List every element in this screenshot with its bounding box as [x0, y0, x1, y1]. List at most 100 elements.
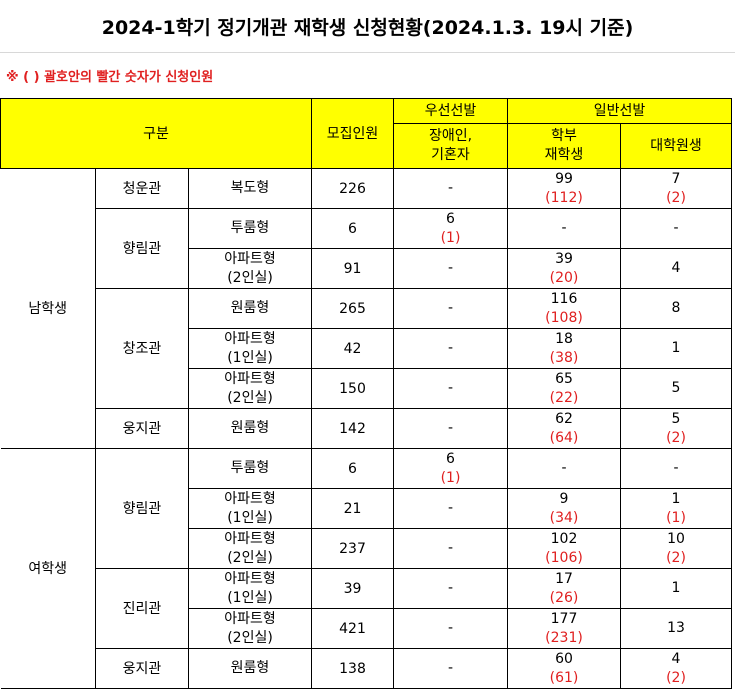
priority-cell: - [393, 328, 508, 369]
capacity-cell: 142 [311, 408, 394, 449]
undergrad-applicants: (112) [545, 189, 583, 206]
grad-applicants: (2) [666, 429, 686, 446]
priority-applicants: (1) [440, 469, 461, 486]
room-type-line: 원룸형 [230, 660, 270, 676]
grad-cell: 4 (2) [620, 648, 732, 689]
room-type-cell: 아파트형 (2인실) [188, 528, 312, 569]
header-priority-sub: 장애인, 기혼자 [393, 123, 508, 169]
hall-cell: 향림관 [95, 208, 189, 289]
hall-cell: 청운관 [95, 168, 189, 209]
undergrad-cell: 60 (61) [507, 648, 621, 689]
undergrad-cell: 177 (231) [507, 608, 621, 649]
table-row: 향림관 투룸형 6 6 (1) - - [1, 208, 732, 289]
table-row: 아파트형 (2인실) 421 - 177 (231) 13 [1, 608, 732, 649]
grad-cell: 1 [620, 328, 732, 369]
grad-cell: 10 (2) [620, 528, 732, 569]
priority-cell: - [393, 608, 508, 649]
capacity-cell: 42 [311, 328, 394, 369]
undergrad-applicants: (34) [549, 509, 579, 526]
priority-cell: - [393, 488, 508, 529]
priority-quota: - [447, 620, 454, 636]
grad-quota: 1 [671, 490, 681, 507]
room-type-line: 투룸형 [230, 460, 270, 476]
undergrad-cell: 102 (106) [507, 528, 621, 569]
undergrad-cell: 18 (38) [507, 328, 621, 369]
priority-quota: - [447, 260, 454, 276]
grad-quota: 1 [671, 580, 681, 596]
room-type-line: (1인실) [227, 589, 273, 606]
room-type-cell: 복도형 [188, 168, 312, 209]
room-type-line: (2인실) [227, 389, 273, 406]
undergrad-applicants: (64) [549, 429, 579, 446]
grad-quota: 8 [671, 300, 681, 316]
room-type-line: 아파트형 [224, 530, 276, 547]
room-type-line: 아파트형 [224, 490, 276, 507]
priority-quota: - [447, 420, 454, 436]
grad-cell: 5 (2) [620, 408, 732, 449]
undergrad-applicants: (108) [545, 309, 583, 326]
priority-cell: - [393, 528, 508, 569]
grad-cell: - [620, 208, 732, 249]
priority-cell: 6 (1) [393, 448, 508, 489]
room-type-cell: 아파트형 (1인실) [188, 328, 312, 369]
room-type-line: 아파트형 [224, 610, 276, 627]
grad-applicants: (2) [666, 549, 686, 566]
undergrad-quota: - [561, 460, 567, 476]
room-type-cell: 원룸형 [188, 408, 312, 449]
grad-cell: 1 (1) [620, 488, 732, 529]
priority-quota: - [447, 580, 454, 596]
room-type-cell: 아파트형 (1인실) [188, 488, 312, 529]
grad-cell: 13 [620, 608, 732, 649]
header-row-2: 장애인, 기혼자 학부 재학생 대학원생 [1, 123, 732, 169]
priority-quota: - [447, 380, 454, 396]
capacity-cell: 6 [311, 208, 394, 249]
priority-quota: - [447, 180, 454, 196]
header-capacity: 모집인원 [311, 98, 394, 169]
room-type-cell: 투룸형 [188, 208, 312, 249]
priority-cell: - [393, 288, 508, 329]
undergrad-quota: 17 [555, 570, 573, 587]
grad-quota: - [673, 460, 679, 476]
room-type-line: 복도형 [230, 180, 270, 196]
table-row: 진리관 아파트형 (1인실) 39-17 (26) 1 [1, 568, 732, 649]
undergrad-cell: 9 (34) [507, 488, 621, 529]
capacity-cell: 237 [311, 528, 394, 569]
room-type-line: (2인실) [227, 629, 273, 646]
capacity-cell: 150 [311, 368, 394, 409]
room-type-line: 투룸형 [230, 220, 270, 236]
undergrad-applicants: (231) [545, 629, 583, 646]
undergrad-quota: 99 [555, 170, 573, 187]
grad-cell: 7 (2) [620, 168, 732, 209]
priority-quota: - [447, 500, 454, 516]
undergrad-applicants: (106) [545, 549, 583, 566]
page-title: 2024-1학기 정기개관 재학생 신청현황(2024.1.3. 19시 기준) [0, 0, 735, 53]
gender-cell: 여학생 [0, 448, 96, 689]
header-general: 일반선발 [507, 98, 732, 124]
room-type-line: (2인실) [227, 269, 273, 286]
application-status-table: 구분 모집인원 우선선발 일반선발 장애인, 기혼자 학부 재학생 대학원생 남… [0, 98, 732, 689]
grad-quota: 7 [671, 170, 681, 187]
undergrad-quota: 116 [550, 290, 578, 307]
room-type-line: 아파트형 [224, 330, 276, 347]
header-row-1: 구분 모집인원 우선선발 일반선발 [0, 98, 732, 169]
header-undergrad-line: 재학생 [544, 147, 584, 163]
room-type-cell: 아파트형 (2인실) [188, 608, 312, 649]
priority-cell: 6 (1) [393, 208, 508, 249]
grad-applicants: (2) [666, 669, 686, 686]
table-row: 아파트형 (2인실) 150 - 65 (22) 5 [1, 368, 732, 409]
priority-cell: - [393, 248, 508, 289]
capacity-cell: 421 [311, 608, 394, 649]
grad-quota: 1 [671, 340, 681, 356]
header-category: 구분 [0, 98, 312, 169]
header-priority-sub-line: 장애인, [428, 128, 473, 144]
table-row: 남학생 청운관 복도형 226-99 (112) 7 (2) [0, 168, 732, 449]
priority-cell: - [393, 568, 508, 609]
room-type-line: 원룸형 [230, 300, 270, 316]
undergrad-cell: 65 (22) [507, 368, 621, 409]
capacity-cell: 91 [311, 248, 394, 289]
legend-note: ※ ( ) 괄호안의 빨간 숫자가 신청인원 [6, 70, 214, 85]
header-undergrad-line: 학부 [551, 128, 577, 144]
grad-quota: 4 [671, 650, 681, 667]
room-type-cell: 아파트형 (2인실) [188, 248, 312, 289]
undergrad-applicants: (38) [549, 349, 579, 366]
